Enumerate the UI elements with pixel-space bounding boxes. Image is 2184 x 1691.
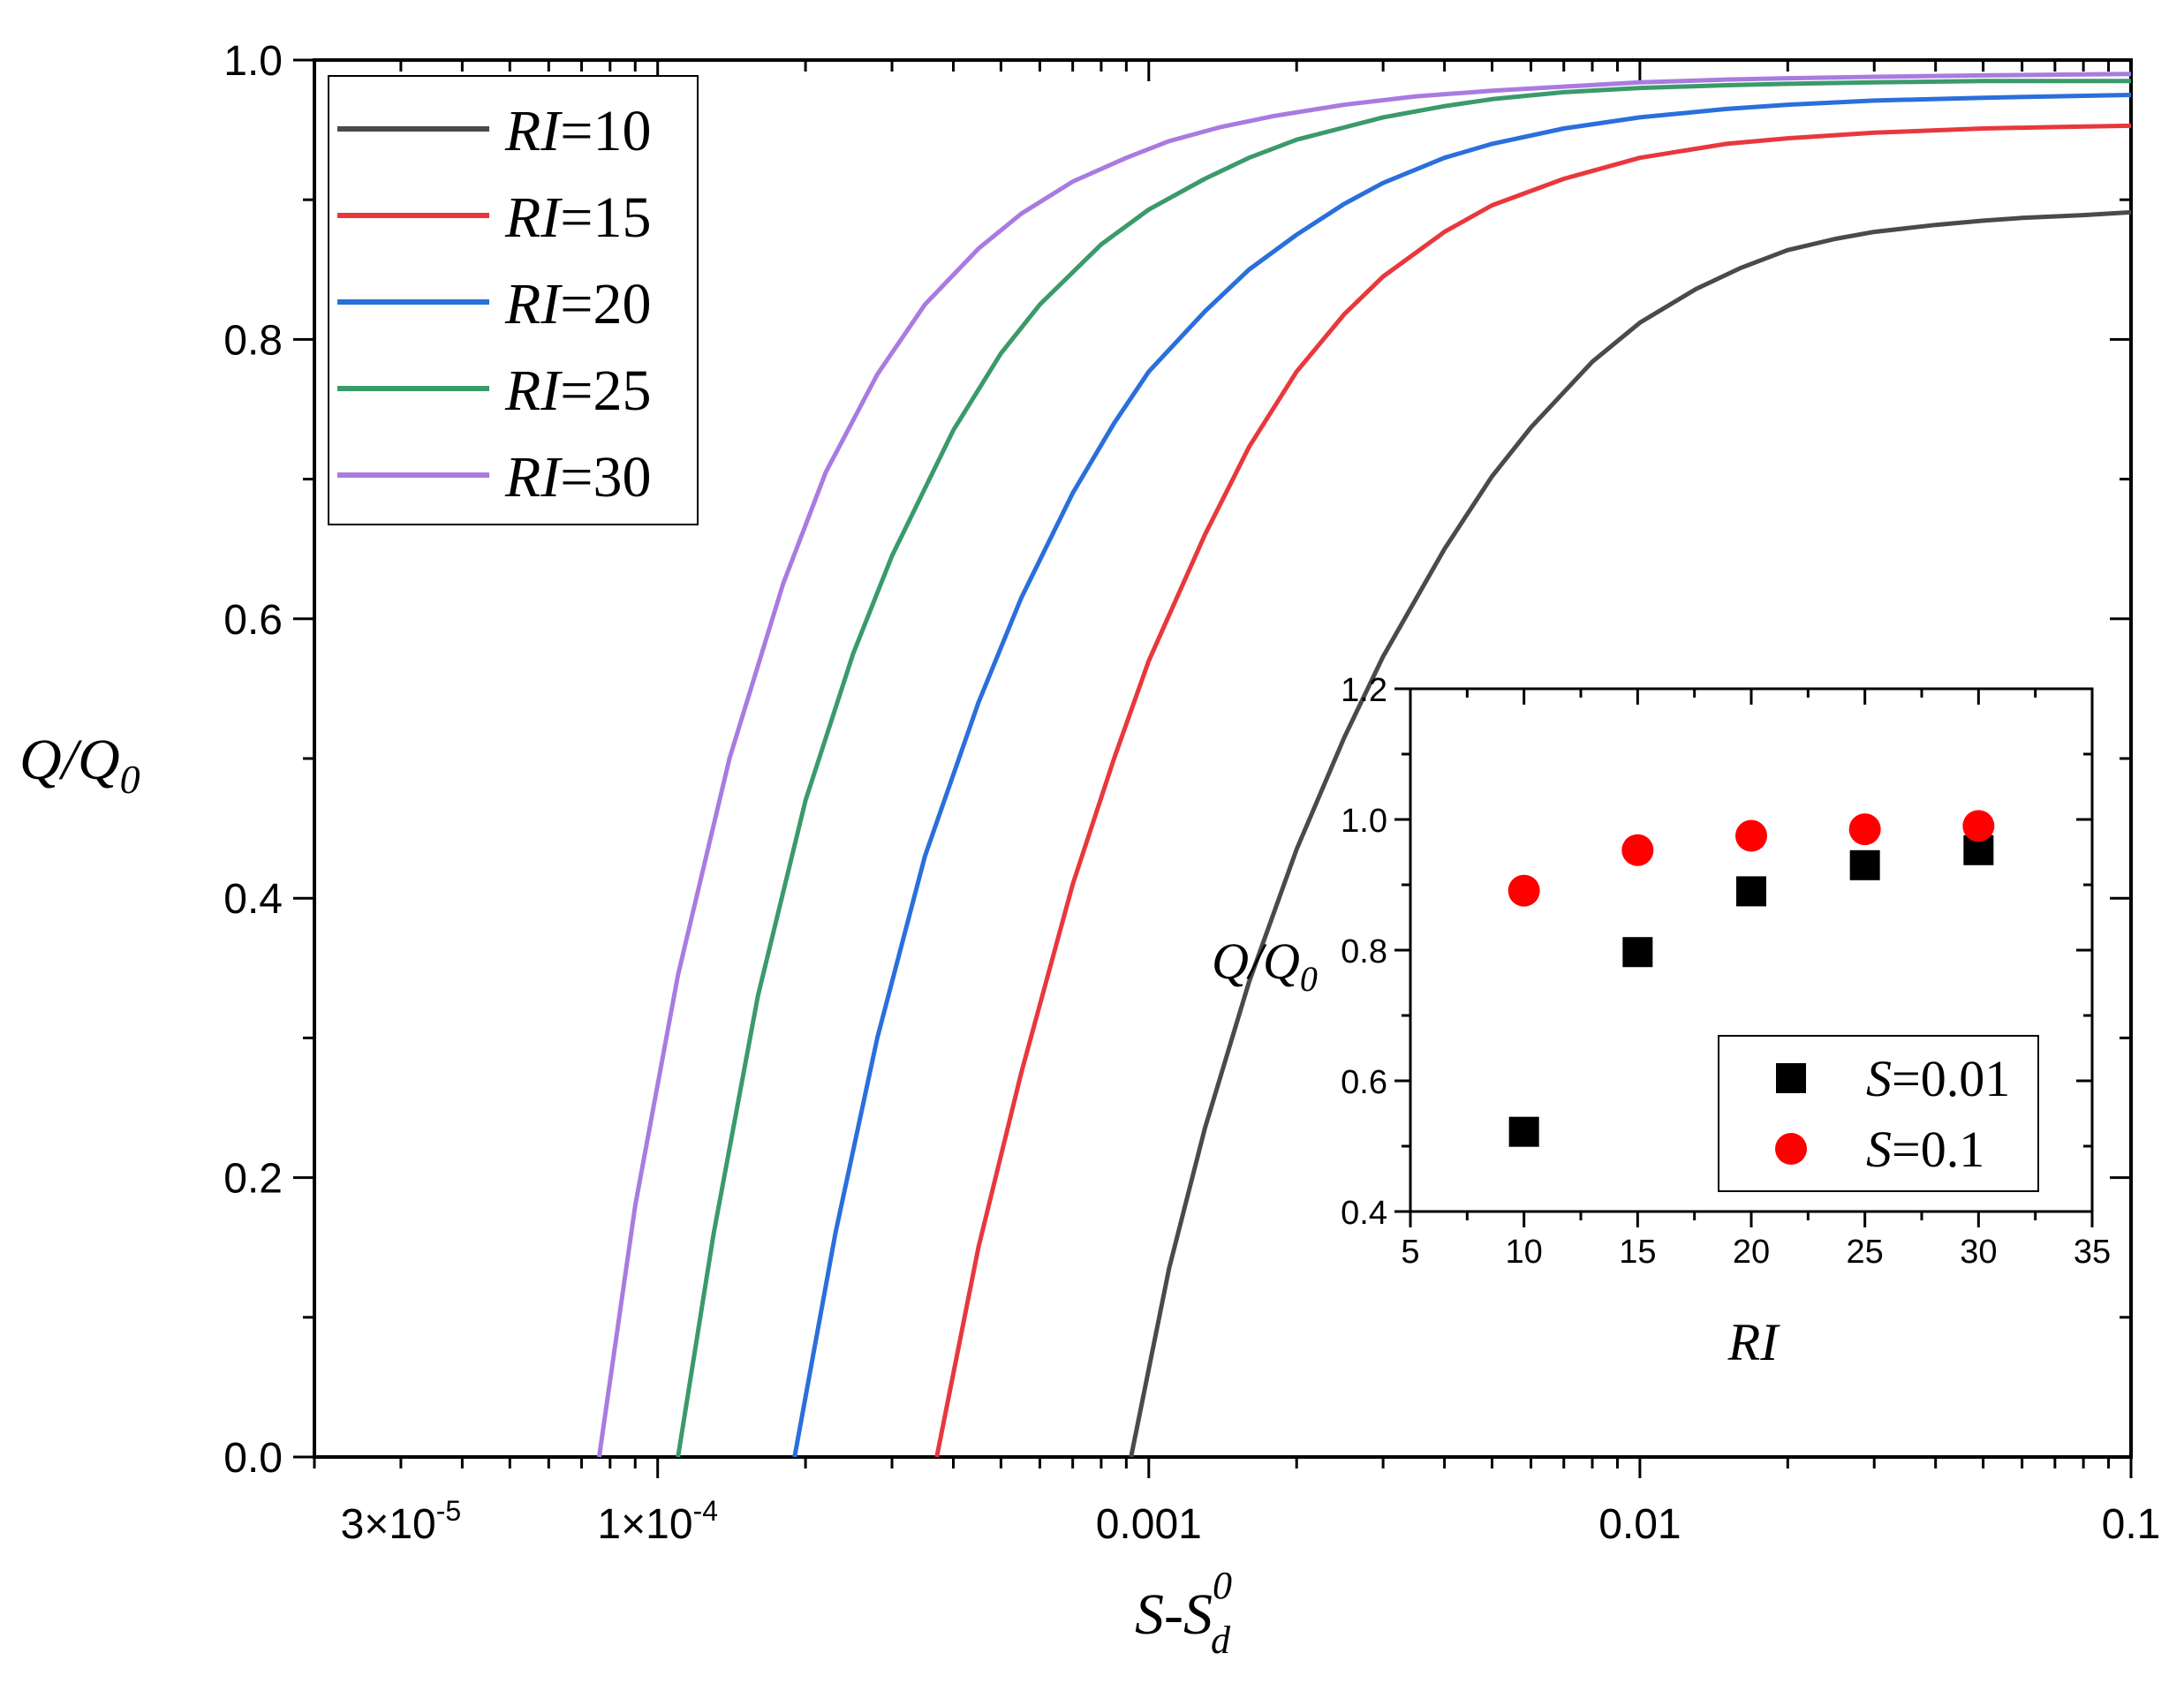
inset-x-tick-label: 20	[1733, 1234, 1770, 1271]
inset-x-tick-label: 15	[1619, 1234, 1656, 1271]
inset-legend-marker-square	[1776, 1063, 1806, 1093]
y-tick-label: 0.6	[223, 597, 283, 644]
y-axis-title-subscript: 0	[120, 757, 140, 802]
x-tick-label: 1×10-4	[597, 1495, 718, 1548]
x-tick-label: 0.1	[2102, 1501, 2161, 1548]
inset-y-tick-label: 0.4	[1341, 1195, 1387, 1232]
inset-legend-label: S=0.01	[1866, 1050, 2010, 1107]
inset-legend-box	[1718, 1035, 2039, 1192]
x-tick-label-exponent: -4	[693, 1495, 718, 1527]
x-tick-label-base: 1×10	[597, 1501, 692, 1548]
series-line-5	[596, 72, 2132, 1458]
legend-label-3: RI=20	[504, 272, 652, 336]
y-tick-label: 0.4	[223, 876, 283, 923]
inset-point-s001	[1508, 1116, 1539, 1147]
y-tick-label: 0.2	[223, 1156, 283, 1203]
inset-legend-label-value: =0.1	[1892, 1121, 1984, 1178]
legend-label-5: RI=30	[504, 445, 652, 510]
legend-label-value: =15	[560, 185, 651, 250]
y-tick-label: 0.0	[223, 1435, 283, 1482]
legend-label-italic: RI	[504, 445, 563, 510]
legend-label-2: RI=15	[504, 185, 652, 250]
inset-point-s001	[1622, 937, 1653, 968]
legend-label-1: RI=10	[504, 99, 652, 163]
legend-label-italic: RI	[504, 185, 563, 250]
inset-point-s01	[1848, 813, 1881, 846]
inset-y-axis-title-main: Q/Q	[1212, 932, 1300, 990]
legend-label-4: RI=25	[504, 359, 652, 423]
inset-y-axis-title-subscript: 0	[1300, 959, 1318, 999]
inset-point-s01	[1621, 834, 1654, 866]
inset-legend-label-italic: S	[1866, 1050, 1892, 1107]
inset-x-tick-label: 35	[2074, 1234, 2111, 1271]
inset-legend-label-value: =0.01	[1892, 1050, 2010, 1107]
x-tick-label-exponent: -5	[436, 1495, 461, 1527]
inset-y-tick-label: 1.2	[1341, 672, 1387, 709]
x-tick-label-base: 3×10	[341, 1501, 436, 1548]
inset-point-s01	[1962, 810, 1995, 842]
x-axis-title-subscript: d	[1211, 1619, 1231, 1662]
x-tick-label: 0.01	[1598, 1501, 1681, 1548]
y-axis-title: Q/Q0	[19, 728, 140, 802]
y-tick-label: 1.0	[223, 38, 283, 85]
legend-label-value: =25	[560, 359, 651, 423]
inset-x-tick-label: 30	[1960, 1234, 1997, 1271]
series-line-3	[792, 93, 2132, 1458]
inset-y-tick-label: 1.0	[1341, 803, 1387, 840]
series-line-1	[1129, 209, 2132, 1458]
inset-point-s001	[1849, 849, 1880, 880]
legend-label-value: =10	[560, 99, 651, 163]
series-line-2	[934, 123, 2132, 1458]
inset-y-tick-label: 0.8	[1341, 933, 1387, 970]
series-line-4	[676, 79, 2131, 1458]
inset-x-tick-label: 5	[1401, 1234, 1419, 1271]
x-axis-title-superscript: 0	[1213, 1564, 1232, 1607]
y-tick-label: 0.8	[223, 317, 283, 364]
legend-label-italic: RI	[504, 359, 563, 423]
legend-label-value: =30	[560, 445, 651, 510]
inset-y-axis-title: Q/Q0	[1212, 932, 1318, 999]
inset-x-axis-title: RI	[1727, 1313, 1781, 1371]
legend-label-italic: RI	[504, 99, 563, 163]
inset-point-s01	[1735, 819, 1767, 852]
inset-legend-label-italic: S	[1866, 1121, 1892, 1178]
legend-label-italic: RI	[504, 272, 563, 336]
y-axis-title-main: Q/Q	[19, 728, 120, 792]
inset-chart: 5 10 15 20 25 30 35 0.4 0.6 0.8 1.0 1.2 RI Q/Q0 S=0.01…	[1212, 672, 2111, 1371]
inset-y-tick-label: 0.6	[1341, 1064, 1387, 1101]
x-tick-label: 3×10-5	[341, 1495, 462, 1548]
inset-point-s01	[1508, 874, 1540, 907]
x-tick-label: 0.001	[1096, 1501, 1202, 1548]
x-axis-title-main: S-S	[1135, 1582, 1213, 1647]
inset-x-tick-label: 25	[1847, 1234, 1884, 1271]
inset-legend-marker-circle	[1775, 1133, 1807, 1165]
legend-label-value: =20	[560, 272, 651, 336]
x-axis-title: S-S0 d	[1135, 1564, 1232, 1662]
inset-x-tick-label: 10	[1506, 1234, 1543, 1271]
inset-legend-label: S=0.1	[1866, 1121, 1984, 1178]
inset-point-s001	[1736, 876, 1766, 907]
